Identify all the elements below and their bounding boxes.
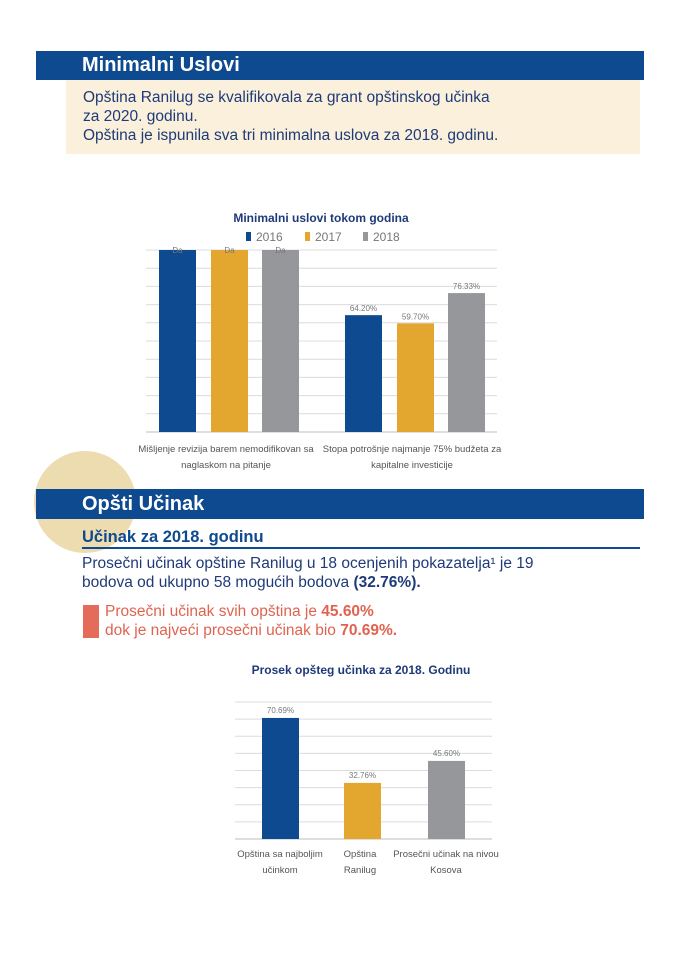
highlight-marker	[83, 605, 99, 638]
legend-label-2016: 2016	[256, 230, 283, 244]
chart-title: Prosek opšteg učinka za 2018. Godinu	[252, 663, 471, 677]
performance-paragraph: Prosečni učinak opštine Ranilug u 18 oce…	[82, 554, 622, 592]
data-label: 64.20%	[350, 304, 377, 313]
category-label: naglaskom na pitanje	[181, 460, 271, 471]
data-label: 70.69%	[267, 706, 294, 715]
category-label: Opština sa najboljim	[237, 849, 323, 860]
qualification-note: Opština Ranilug se kvalifikovala za gran…	[66, 80, 640, 154]
data-label: Da	[224, 246, 235, 255]
data-label: 59.70%	[402, 312, 429, 321]
bar-1	[262, 717, 299, 839]
bar-2016-cat1	[159, 250, 196, 432]
highlight-text: Prosečni učinak svih opština je 45.60% d…	[105, 602, 397, 640]
category-label: Prosečni učinak na nivou	[393, 849, 499, 860]
qualification-line-2: za 2020. godinu.	[83, 108, 198, 125]
legend-swatch-2016	[246, 232, 251, 241]
highlight-line-1: Prosečni učinak svih opština je	[105, 603, 322, 620]
data-label: 76.33%	[453, 282, 480, 291]
data-label: Da	[172, 246, 183, 255]
bar-2017-cat2	[397, 323, 434, 432]
legend-label-2018: 2018	[373, 230, 400, 244]
highlight-line-2: dok je najveći prosečni učinak bio	[105, 622, 341, 639]
performance-line-1: Prosečni učinak opštine Ranilug u 18 oce…	[82, 555, 534, 572]
bar-2018-cat2	[448, 293, 485, 432]
qualification-line-1: Opština Ranilug se kvalifikovala za gran…	[83, 89, 490, 106]
category-label: Opština	[344, 849, 377, 860]
performance-percent: (32.76%).	[353, 574, 421, 591]
category-label: Kosova	[430, 865, 462, 876]
category-label: Mišljenje revizija barem nemodifikovan s…	[138, 444, 314, 455]
data-label: 32.76%	[349, 771, 376, 780]
subsection-title: Učinak za 2018. godinu	[82, 528, 264, 546]
category-label: Stopa potrošnje najmanje 75% budžeta za	[323, 444, 502, 455]
bar-2018-cat1	[262, 250, 299, 432]
category-label: kapitalne investicije	[371, 460, 453, 471]
legend-swatch-2018	[363, 232, 368, 241]
section-title-minimalni-uslovi: Minimalni Uslovi	[36, 51, 644, 80]
category-label: učinkom	[262, 865, 297, 876]
section-title-opsti-ucinak: Opšti Učinak	[36, 489, 644, 519]
bar-2017-cat1	[211, 250, 248, 432]
data-label: 45.60%	[433, 749, 460, 758]
average-all-value: 45.60%	[321, 603, 374, 620]
bar-2	[344, 782, 381, 839]
qualification-line-3: Opština je ispunila sva tri minimalna us…	[83, 127, 499, 144]
bar-2016-cat2	[345, 315, 382, 432]
chart-title: Minimalni uslovi tokom godina	[233, 211, 409, 225]
legend-swatch-2017	[305, 232, 310, 241]
legend-label-2017: 2017	[315, 230, 342, 244]
data-label: Da	[275, 246, 286, 255]
category-label: Ranilug	[344, 865, 376, 876]
performance-line-2: bodova od ukupno 58 mogućih bodova	[82, 574, 350, 591]
subsection-underline	[82, 547, 640, 549]
best-value: 70.69%.	[340, 622, 398, 639]
bar-3	[428, 760, 465, 839]
